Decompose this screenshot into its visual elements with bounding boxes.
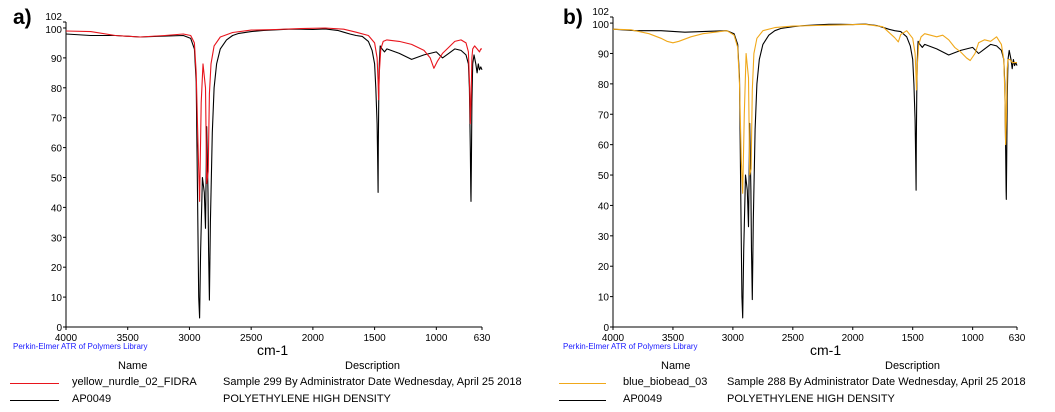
y-tick-label: 80 [598,80,610,91]
legend-name-header: Name [661,360,691,372]
x-tick-label: 2500 [782,333,805,344]
y-tick-label: 0 [603,323,609,334]
library-label: Perkin-Elmer ATR of Polymers Library [13,342,148,351]
y-tick-label: 70 [51,114,63,125]
series-line-ap0049 [65,28,483,319]
x-tick-label: 1000 [425,333,448,344]
y-tick-label: 60 [598,141,610,152]
panel-label: a) [13,6,32,29]
library-label: Perkin-Elmer ATR of Polymers Library [563,342,698,351]
y-tick-label: 10 [51,293,63,304]
legend-swatch [559,400,606,401]
x-tick-label: 1500 [363,333,386,344]
series-line-ap0049 [612,23,1018,319]
y-tick-label: 30 [51,233,63,244]
y-tick-label: 40 [598,201,610,212]
spectrum-chart: 0 10 20 30 40 50 60 70 80 90 100 102 4000 3500 3000 250… [592,7,1026,344]
legend-description-header: Description [345,360,401,372]
series-line-yellow-nurdle-02-fidra [65,27,482,202]
y-tick-label: 0 [56,323,62,334]
legend-swatch [559,383,606,384]
legend-series-name: yellow_nurdle_02_FIDRA [72,376,197,388]
y-tick-label: 102 [592,7,609,18]
y-tick-label: 80 [51,84,63,95]
y-tick-label: 30 [598,232,610,243]
y-tick-label: 70 [598,110,610,121]
legend-swatch [10,383,59,384]
panel-label: b) [563,6,583,29]
x-tick-label: 630 [474,333,491,344]
x-tick-label: 2000 [302,333,325,344]
x-tick-label: 3000 [178,333,201,344]
legend-series-description: POLYETHYLENE HIGH DENSITY [223,393,391,405]
y-tick-label: 40 [51,203,63,214]
spectrum-panel-b: b) 0 10 20 30 40 50 60 70 80 90 100 102 4000 3500 3000… [535,0,1055,412]
y-tick-label: 20 [51,263,63,274]
y-tick-label: 50 [51,173,63,184]
x-axis-label: cm-1 [257,342,289,358]
x-tick-label: 1000 [962,333,985,344]
spectrum-chart: 0 10 20 30 40 50 60 70 80 90 100 102 4000 3500 3000 250… [45,12,491,344]
x-tick-label: 4000 [55,333,78,344]
y-tick-label: 100 [45,25,62,36]
series-line-blue-biobead-03 [612,23,1017,194]
y-tick-label: 60 [51,144,63,155]
legend-series-description: POLYETHYLENE HIGH DENSITY [727,393,895,405]
y-tick-label: 10 [598,293,610,304]
y-tick-label: 90 [598,49,610,60]
y-tick-label: 50 [598,171,610,182]
legend-series-name: AP0049 [623,393,663,405]
legend-swatch [10,400,59,401]
x-tick-label: 2000 [842,333,865,344]
legend-description-header: Description [885,360,941,372]
y-tick-label: 102 [45,12,62,23]
y-tick-label: 100 [592,20,609,31]
legend-series-name: blue_biobead_03 [623,376,708,388]
spectrum-panel-a: a) 0 10 20 30 40 50 60 70 80 90 100 102 4000 3500 3000… [0,0,522,412]
x-tick-label: 4000 [602,333,625,344]
x-axis-label: cm-1 [810,342,842,358]
legend-series-name: AP0049 [72,393,112,405]
x-tick-label: 630 [1009,333,1026,344]
legend-series-description: Sample 288 By Administrator Date Wednesd… [727,376,1026,388]
x-tick-label: 1500 [902,333,925,344]
y-tick-label: 20 [598,262,610,273]
x-tick-label: 3500 [662,333,685,344]
legend-name-header: Name [118,360,148,372]
x-tick-label: 3000 [722,333,745,344]
x-tick-label: 2500 [240,333,263,344]
y-tick-label: 90 [51,54,63,65]
legend-series-description: Sample 299 By Administrator Date Wednesd… [223,376,522,388]
x-tick-label: 3500 [117,333,140,344]
